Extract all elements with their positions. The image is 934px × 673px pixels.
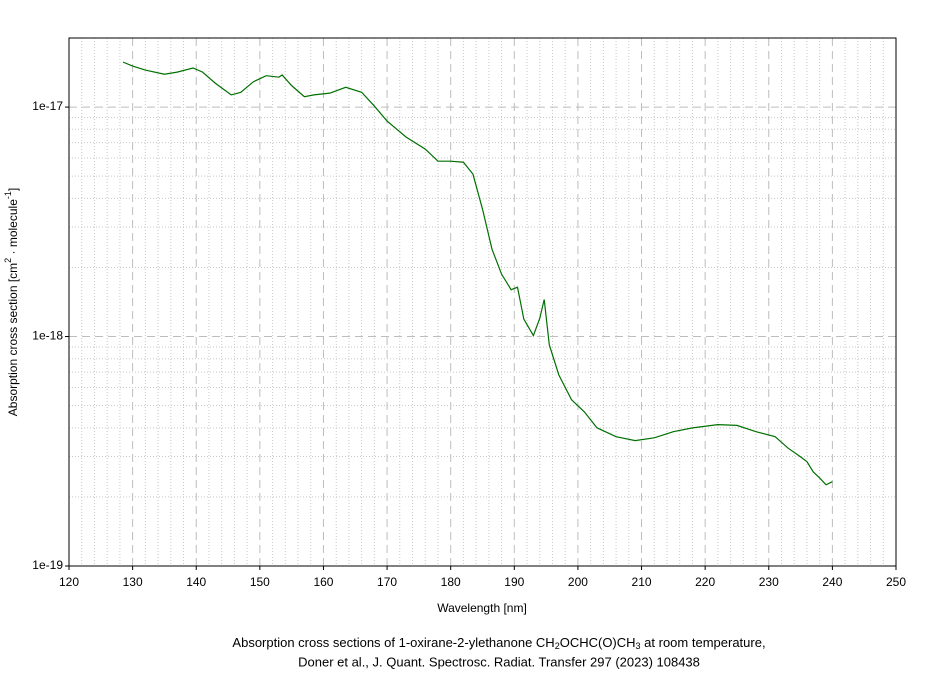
x-tick-label: 220	[695, 575, 715, 589]
text-part: at room temperature,	[641, 635, 766, 650]
chart-subtitle: Doner et al., J. Quant. Spectrosc. Radia…	[298, 654, 700, 669]
plot-frame	[68, 37, 897, 567]
x-tick-label: 130	[123, 575, 143, 589]
grid: 120 130 140 150 160 170 180 190 200 210 220 230 240 2…	[32, 37, 906, 589]
script-text: -1	[3, 191, 13, 199]
y-tick-label: 1e-17	[32, 99, 63, 113]
x-tick-label: 140	[186, 575, 206, 589]
script-text: 3	[636, 641, 641, 651]
data-line	[122, 61, 833, 486]
y-tick-label: 1e-19	[32, 558, 63, 572]
x-tick-label: 240	[822, 575, 842, 589]
y-tick-label: 1e-18	[32, 329, 63, 343]
x-tick-label: 250	[886, 575, 906, 589]
x-axis-label: Wavelength [nm]	[437, 601, 527, 615]
chart-title: Absorption cross sections of 1-oxirane-2…	[232, 635, 765, 651]
script-text: 2	[3, 258, 13, 263]
text-part: ]	[6, 188, 20, 191]
x-tick-label: 150	[250, 575, 270, 589]
text-part: Absorption cross sections of 1-oxirane-2…	[232, 635, 554, 650]
x-tick-label: 210	[632, 575, 652, 589]
text-part: OCHC(O)CH	[560, 635, 636, 650]
plot	[122, 61, 833, 486]
x-tick-label: 170	[377, 575, 397, 589]
x-tick-label: 200	[568, 575, 588, 589]
x-tick-label: 180	[441, 575, 461, 589]
x-tick-label: 230	[759, 575, 779, 589]
script-text: 2	[555, 641, 560, 651]
y-axis-label: Absorption cross section [cm2 · molecule…	[3, 188, 20, 416]
x-tick-label: 190	[504, 575, 524, 589]
x-tick-label: 160	[313, 575, 333, 589]
text-part: · molecule	[6, 199, 20, 258]
x-tick-label: 120	[59, 575, 79, 589]
text-part: Absorption cross section [cm	[6, 263, 20, 416]
